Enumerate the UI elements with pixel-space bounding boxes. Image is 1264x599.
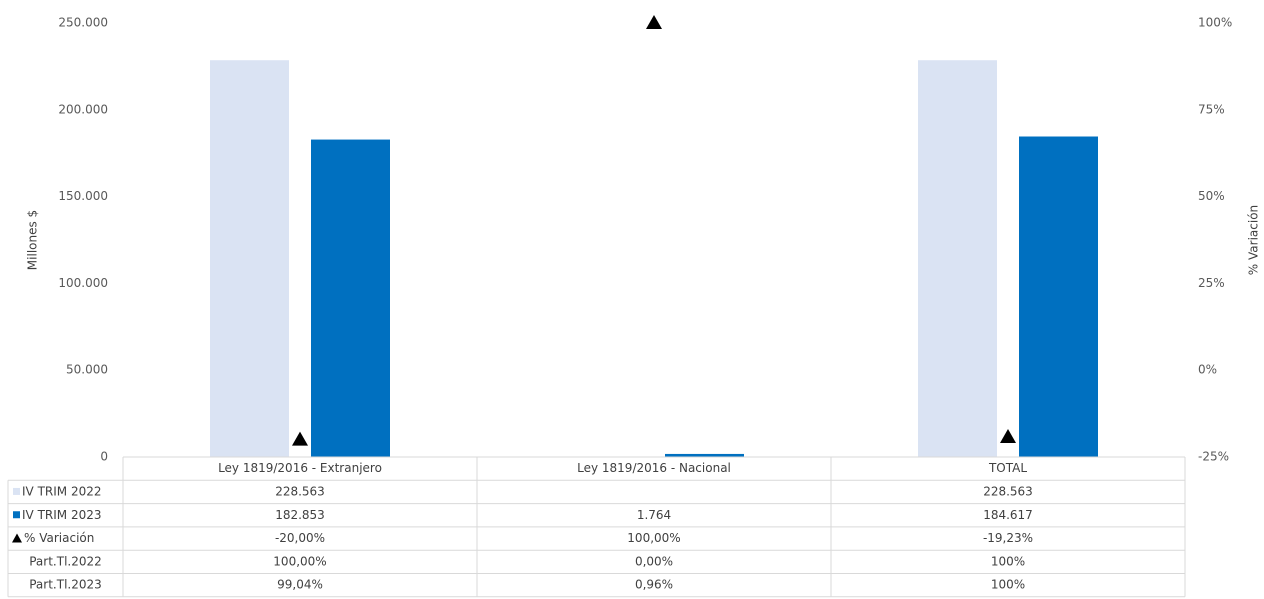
bar — [311, 139, 390, 457]
legend-label: % Variación — [24, 531, 94, 545]
marker — [292, 431, 308, 446]
legend-label: IV TRIM 2022 — [22, 484, 101, 498]
x-tick-label: Ley 1819/2016 - Extranjero — [218, 461, 382, 475]
y2-tick-label: 75% — [1198, 102, 1225, 116]
y-tick-label: 150.000 — [58, 189, 108, 203]
legend-symbol — [13, 511, 20, 519]
marker — [1000, 428, 1016, 443]
legend-label: IV TRIM 2023 — [22, 508, 101, 522]
y2-tick-label: -25% — [1198, 450, 1229, 464]
table-cell: 1.764 — [637, 508, 671, 522]
y2-tick-label: 100% — [1198, 16, 1232, 30]
y-tick-label: 200.000 — [58, 102, 108, 116]
marker — [646, 15, 662, 29]
legend-symbol — [12, 533, 22, 543]
y-tick-label: 250.000 — [58, 16, 108, 30]
bar — [210, 60, 289, 457]
table-row-label: Part.Tl.2023 — [29, 578, 102, 592]
y2-tick-label: 50% — [1198, 189, 1225, 203]
table-cell: 99,04% — [277, 578, 323, 592]
table-cell: 100% — [991, 578, 1025, 592]
table-cell: -20,00% — [275, 531, 325, 545]
table-cell: 228.563 — [275, 484, 325, 498]
table-row-label: Part.Tl.2022 — [29, 554, 102, 568]
y-tick-label: 100.000 — [58, 276, 108, 290]
x-tick-label: TOTAL — [988, 461, 1027, 475]
y-axis-label: Millones $ — [26, 210, 40, 270]
bar — [918, 60, 997, 457]
table-cell: 228.563 — [983, 484, 1033, 498]
table-cell: 0,00% — [635, 554, 673, 568]
table-cell: 100,00% — [273, 554, 326, 568]
table-cell: 182.853 — [275, 508, 325, 522]
table-cell: 100,00% — [627, 531, 680, 545]
y-tick-label: 50.000 — [66, 363, 108, 377]
table-cell: 100% — [991, 554, 1025, 568]
bar — [665, 453, 744, 457]
table-cell: 184.617 — [983, 508, 1033, 522]
y-tick-label: 0 — [100, 450, 108, 464]
table-cell: -19,23% — [983, 531, 1033, 545]
y2-axis-label: % Variación — [1247, 205, 1261, 275]
table-cell: 0,96% — [635, 578, 673, 592]
bar — [1019, 136, 1098, 457]
y2-tick-label: 0% — [1198, 363, 1217, 377]
x-tick-label: Ley 1819/2016 - Nacional — [577, 461, 731, 475]
y2-tick-label: 25% — [1198, 276, 1225, 290]
legend-symbol — [13, 487, 20, 495]
